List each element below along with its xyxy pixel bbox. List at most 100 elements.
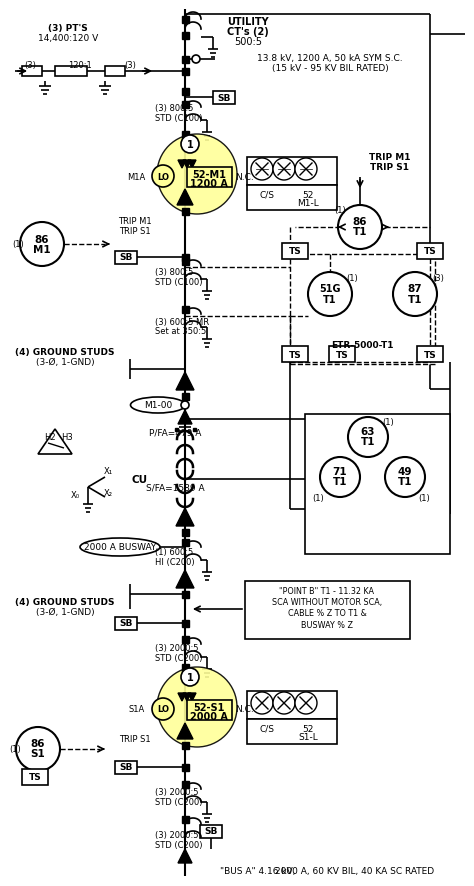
Circle shape: [152, 698, 174, 720]
Text: "POINT B" T1 - 11.32 KA: "POINT B" T1 - 11.32 KA: [280, 587, 374, 595]
Text: 86: 86: [31, 738, 45, 748]
Text: (3): (3): [24, 60, 36, 69]
Circle shape: [273, 692, 295, 714]
Bar: [182, 33, 189, 40]
Circle shape: [273, 159, 295, 181]
Circle shape: [295, 692, 317, 714]
Bar: [115, 618, 137, 630]
Text: 49: 49: [398, 466, 412, 477]
Text: (3-Ø, 1-GND): (3-Ø, 1-GND): [36, 607, 94, 616]
Bar: [417, 244, 443, 260]
Text: (1): (1): [418, 493, 430, 502]
Text: (1): (1): [334, 206, 346, 214]
Circle shape: [393, 273, 437, 316]
Text: X₂: X₂: [103, 488, 112, 497]
Text: LO: LO: [157, 704, 169, 714]
Circle shape: [385, 457, 425, 497]
Text: T1: T1: [398, 477, 412, 486]
Text: 2000 A BUSWAY: 2000 A BUSWAY: [84, 543, 156, 552]
Bar: [247, 691, 337, 719]
Bar: [282, 346, 308, 362]
Bar: [192, 428, 195, 431]
Text: CU: CU: [132, 475, 148, 485]
Text: TRIP M1: TRIP M1: [118, 217, 152, 226]
Text: (3) 2000:5: (3) 2000:5: [155, 830, 199, 840]
Text: TS: TS: [424, 247, 437, 256]
Text: (1): (1): [382, 417, 394, 426]
Polygon shape: [188, 693, 196, 701]
Bar: [182, 529, 189, 536]
Text: 1: 1: [187, 140, 193, 150]
Text: S1-L: S1-L: [298, 733, 318, 742]
Circle shape: [320, 457, 360, 497]
Text: CABLE % Z TO T1 &: CABLE % Z TO T1 &: [288, 609, 366, 618]
Circle shape: [251, 159, 273, 181]
Text: 13.8 kV, 1200 A, 50 kA SYM S.C.: 13.8 kV, 1200 A, 50 kA SYM S.C.: [257, 53, 403, 62]
Text: (1): (1): [346, 273, 358, 282]
Bar: [182, 254, 189, 261]
Bar: [22, 769, 48, 785]
Bar: [182, 764, 189, 771]
Text: (3) 2000:5: (3) 2000:5: [155, 788, 199, 797]
Circle shape: [308, 273, 352, 316]
Text: 52: 52: [302, 191, 314, 200]
Text: TS: TS: [424, 350, 437, 359]
Text: TRIP S1: TRIP S1: [119, 227, 151, 237]
Bar: [290, 254, 435, 364]
Text: X₀: X₀: [71, 490, 80, 499]
Text: 1200 A: 1200 A: [190, 179, 228, 189]
Bar: [174, 428, 177, 431]
Text: "BUS A" 4.16 kV,: "BUS A" 4.16 kV,: [220, 867, 295, 875]
Text: 51G: 51G: [319, 284, 341, 293]
Text: 500:5: 500:5: [234, 37, 262, 47]
Text: M1A: M1A: [127, 172, 145, 182]
Text: TS: TS: [28, 773, 41, 781]
Text: H3: H3: [61, 432, 73, 441]
Text: SB: SB: [217, 93, 231, 103]
Text: 86: 86: [35, 235, 49, 245]
Circle shape: [181, 401, 189, 409]
Text: UTILITY: UTILITY: [227, 17, 269, 27]
Bar: [182, 68, 189, 75]
Text: (3) 800:5: (3) 800:5: [155, 268, 193, 276]
Bar: [182, 664, 189, 671]
Text: (1): (1): [312, 493, 324, 502]
Text: TS: TS: [289, 247, 301, 256]
Text: 63: 63: [361, 426, 375, 437]
Text: (3-Ø, 1-GND): (3-Ø, 1-GND): [36, 357, 94, 366]
Bar: [200, 825, 222, 838]
Text: (1) 600:5: (1) 600:5: [155, 547, 193, 556]
Polygon shape: [183, 693, 191, 701]
Text: P/FA=479 A: P/FA=479 A: [149, 428, 201, 437]
Text: T1: T1: [333, 477, 347, 486]
Text: (15 kV - 95 KV BIL RATED): (15 kV - 95 KV BIL RATED): [272, 64, 388, 73]
Bar: [187, 700, 232, 720]
Polygon shape: [188, 161, 196, 169]
Text: X₁: X₁: [103, 467, 112, 476]
Bar: [105, 67, 125, 77]
Polygon shape: [177, 723, 193, 739]
Text: TS: TS: [336, 350, 348, 359]
Ellipse shape: [80, 539, 160, 556]
Text: STD (C200): STD (C200): [155, 797, 202, 806]
Bar: [182, 101, 189, 108]
Polygon shape: [177, 190, 193, 206]
Text: BUSWAY % Z: BUSWAY % Z: [301, 620, 353, 629]
Text: 52-S1: 52-S1: [193, 703, 225, 712]
Circle shape: [157, 667, 237, 747]
Text: (1): (1): [9, 744, 21, 754]
Bar: [182, 131, 189, 138]
Text: 71: 71: [333, 466, 347, 477]
Circle shape: [251, 692, 273, 714]
Text: TRIP S1: TRIP S1: [119, 734, 151, 743]
Polygon shape: [178, 849, 192, 863]
Text: 52: 52: [302, 725, 314, 734]
Bar: [182, 57, 189, 64]
Circle shape: [181, 136, 199, 154]
Text: 87: 87: [408, 284, 422, 293]
Text: TRIP M1: TRIP M1: [369, 153, 411, 162]
Bar: [55, 67, 87, 77]
Bar: [182, 636, 189, 642]
Text: (3): (3): [432, 273, 444, 282]
Text: H2: H2: [44, 432, 56, 441]
